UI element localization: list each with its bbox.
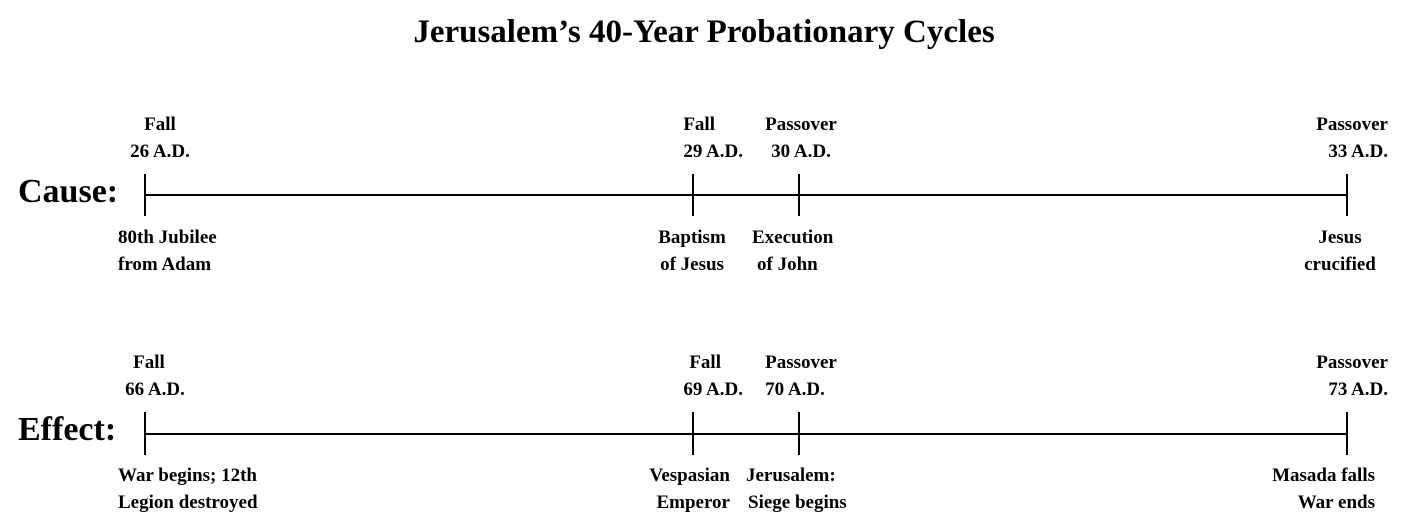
effect-tick-4	[1346, 412, 1348, 455]
effect-tick-1	[144, 412, 146, 455]
effect-row-label: Effect:	[18, 411, 117, 448]
cause-axis-line	[145, 194, 1348, 196]
cause-tick-1	[144, 174, 146, 216]
cause-tick-3	[798, 174, 800, 216]
cause-event-4-desc: Jesus crucified	[1304, 227, 1376, 275]
effect-tick-3	[798, 412, 800, 455]
effect-tick-2	[692, 412, 694, 455]
effect-event-1-desc: War begins; 12th Legion destroyed	[118, 465, 258, 513]
effect-event-2-desc: Vespasian Emperor	[649, 465, 730, 513]
effect-event-3-date: Passover 70 A.D.	[765, 352, 837, 400]
cause-tick-2	[692, 174, 694, 216]
effect-axis-line	[145, 433, 1348, 435]
diagram-title: Jerusalem’s 40-Year Probationary Cycles	[413, 14, 995, 50]
effect-event-1-date: Fall 66 A.D.	[125, 352, 185, 400]
cause-event-1-date: Fall 26 A.D.	[130, 114, 190, 162]
cause-event-2-date: Fall 29 A.D.	[683, 114, 743, 162]
cause-event-3-date: Passover 30 A.D.	[765, 114, 837, 162]
cause-event-2-desc: Baptism of Jesus	[658, 227, 726, 275]
cause-event-3-desc: Execution of John	[752, 227, 834, 275]
effect-event-3-desc: Jerusalem: Siege begins	[746, 465, 847, 513]
cause-event-4-date: Passover 33 A.D.	[1316, 114, 1388, 162]
effect-event-4-date: Passover 73 A.D.	[1316, 352, 1388, 400]
effect-event-4-desc: Masada falls War ends	[1272, 465, 1375, 513]
cause-tick-4	[1346, 174, 1348, 216]
cause-row-label: Cause:	[18, 173, 119, 210]
cause-event-1-desc: 80th Jubilee from Adam	[118, 227, 217, 275]
effect-event-2-date: Fall 69 A.D.	[683, 352, 743, 400]
